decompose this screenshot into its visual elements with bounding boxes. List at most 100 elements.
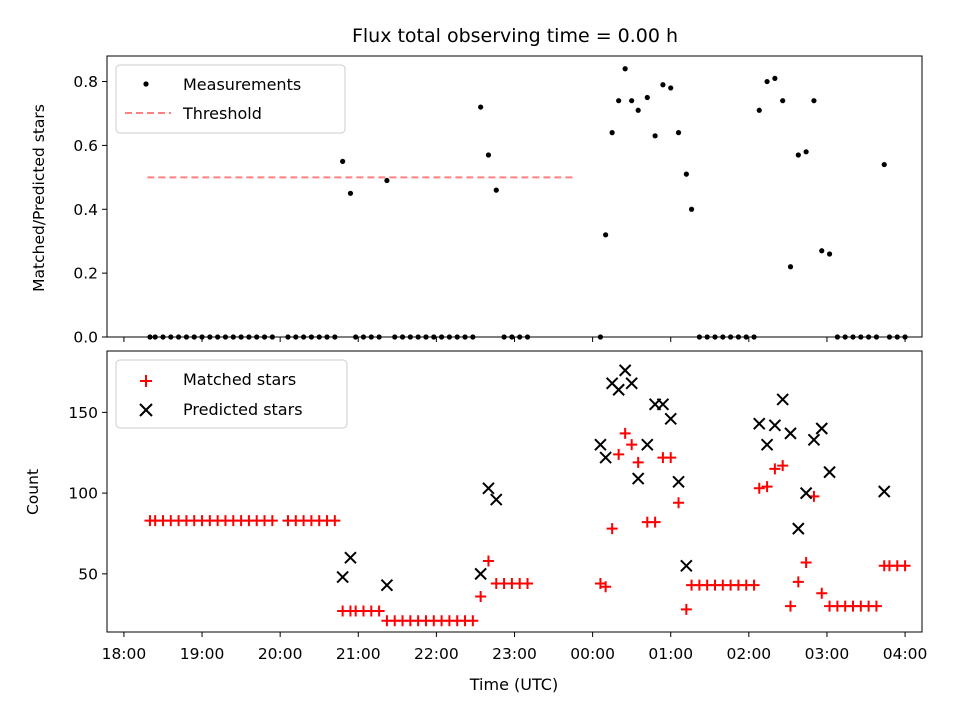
x-tick-label: 23:00 <box>492 645 537 663</box>
measurement-point <box>609 130 615 136</box>
y-tick-label: 0.8 <box>73 73 98 91</box>
matched-star-point <box>777 460 789 472</box>
measurement-point <box>652 133 658 139</box>
y-tick-label: 50 <box>78 565 98 583</box>
top-legend-box <box>115 64 346 134</box>
measurement-point <box>780 98 786 104</box>
bottom-y-ticks: 50 100 150 <box>68 404 107 583</box>
predicted-star-point <box>672 475 685 489</box>
measurement-point <box>819 248 825 254</box>
y-tick-label: 0.4 <box>73 201 98 219</box>
measurement-point <box>881 161 887 168</box>
legend-label-threshold: Threshold <box>182 104 262 123</box>
matched-star-point <box>899 560 911 572</box>
predicted-star-point <box>599 451 612 464</box>
legend-label-measurements: Measurements <box>183 75 301 94</box>
bottom-xlabel: Time (UTC) <box>469 675 558 694</box>
measurement-point <box>616 98 622 104</box>
matched-star-point <box>266 515 278 527</box>
top-title: Flux total observing time = 0.00 h <box>352 25 678 47</box>
x-tick-label: 04:00 <box>883 645 928 663</box>
predicted-star-point <box>784 427 797 440</box>
matched-star-point <box>606 523 618 535</box>
measurement-point <box>787 264 794 270</box>
matched-star-point <box>673 497 685 509</box>
predicted-star-point <box>760 438 774 451</box>
legend-label-matched: Matched stars <box>183 370 296 389</box>
matched-star-point <box>785 600 797 612</box>
matched-star-point <box>475 590 487 602</box>
predicted-star-point <box>799 486 813 500</box>
predicted-star-point <box>753 417 766 430</box>
x-tick-label: 19:00 <box>180 645 225 663</box>
predicted-star-point <box>336 570 349 584</box>
measurement-point <box>811 98 817 104</box>
measurement-point <box>493 187 499 193</box>
measurement-point <box>644 94 650 101</box>
measurement-point <box>772 75 778 81</box>
measurement-point <box>756 107 762 113</box>
predicted-star-point <box>482 482 495 495</box>
measurement-point <box>795 152 801 158</box>
predicted-star-point <box>664 412 677 426</box>
x-tick-label: 03:00 <box>805 645 850 663</box>
measurement-point <box>603 232 609 238</box>
matched-star-point <box>665 452 677 464</box>
measurement-point <box>384 177 390 184</box>
matched-star-point <box>482 555 494 567</box>
measurement-point <box>660 82 666 88</box>
matched-star-point <box>792 576 804 588</box>
x-tick-label: 18:00 <box>102 645 147 663</box>
matched-star-point <box>761 481 773 493</box>
measurement-point <box>340 158 346 164</box>
measurement-point <box>826 251 833 257</box>
bottom-legend-box <box>115 359 348 429</box>
predicted-star-point <box>776 393 789 406</box>
y-tick-label: 0.2 <box>73 265 98 283</box>
predicted-star-point <box>680 559 693 572</box>
y-tick-label: 0.6 <box>73 137 98 155</box>
top-x-ticks <box>123 337 906 342</box>
matched-star-point <box>748 579 760 591</box>
matched-star-point <box>373 605 385 617</box>
predicted-star-point <box>807 433 821 447</box>
predicted-star-point <box>490 493 503 506</box>
predicted-star-point <box>656 398 670 411</box>
predicted-star-point <box>792 522 805 535</box>
bottom-ylabel: Count <box>24 469 42 515</box>
y-tick-label: 100 <box>68 485 98 503</box>
predicted-star-point <box>618 364 632 377</box>
measurement-point <box>764 78 770 85</box>
legend-marker-matched <box>140 375 152 387</box>
predicted-star-point <box>641 438 654 451</box>
top-y-ticks: 0.0 0.2 0.4 0.6 0.8 <box>73 73 107 347</box>
measurement-point <box>688 206 695 212</box>
matched-star-point <box>769 463 781 475</box>
y-tick-label: 0.0 <box>73 329 98 347</box>
matched-star-point <box>613 448 625 460</box>
matched-star-point <box>329 515 341 527</box>
x-tick-label: 20:00 <box>258 645 303 663</box>
matched-star-point <box>600 581 612 593</box>
predicted-star-point <box>380 578 394 592</box>
bottom-axes-frame <box>106 350 923 633</box>
matched-star-point <box>632 456 644 468</box>
measurement-point <box>683 171 689 177</box>
matched-star-point <box>467 615 479 627</box>
predicted-star-point <box>344 551 357 564</box>
measurement-point <box>675 130 682 136</box>
matched-star-point <box>649 516 661 528</box>
predicted-star-point <box>594 438 607 451</box>
matched-star-point <box>870 600 882 612</box>
predicted-star-point <box>823 465 836 479</box>
bottom-x-ticks: 18:00 19:00 20:00 21:00 22:00 23:00 00:00 01:00… <box>102 632 928 663</box>
legend-marker-predicted <box>139 403 153 417</box>
predicted-star-point <box>631 472 645 485</box>
x-tick-label: 01:00 <box>648 645 693 663</box>
y-tick-label: 150 <box>68 404 98 422</box>
top-ylabel: Matched/Predicted stars <box>30 104 48 292</box>
matched-star-point <box>619 427 631 439</box>
predicted-star-point <box>625 377 638 390</box>
x-tick-label: 00:00 <box>570 645 615 663</box>
